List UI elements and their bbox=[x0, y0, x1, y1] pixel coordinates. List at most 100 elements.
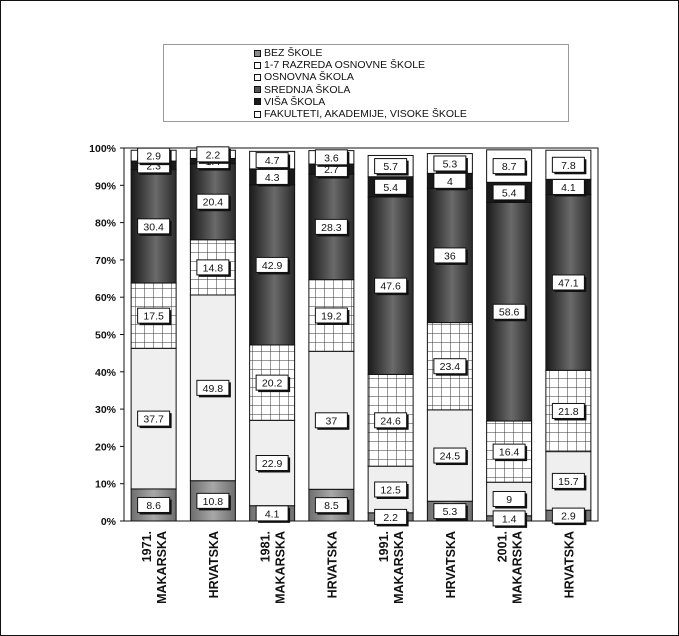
data-label: 24.5 bbox=[440, 451, 461, 463]
data-label: 19.2 bbox=[321, 310, 342, 322]
data-label: 28.3 bbox=[321, 222, 342, 234]
data-label-box bbox=[314, 307, 348, 324]
y-tick-label: 80% bbox=[95, 218, 117, 230]
data-label-box bbox=[374, 508, 408, 525]
legend-item: BEZ ŠKOLE bbox=[254, 47, 568, 59]
data-label-box bbox=[137, 147, 171, 164]
data-label: 22.9 bbox=[262, 458, 283, 470]
data-label-box bbox=[374, 481, 408, 498]
legend-swatch bbox=[254, 98, 261, 106]
data-label-box bbox=[551, 274, 585, 291]
data-label-box bbox=[551, 472, 585, 489]
data-label-box bbox=[196, 146, 230, 163]
y-tick-label: 60% bbox=[95, 292, 117, 304]
data-label-box bbox=[137, 218, 171, 235]
data-label: 8.7 bbox=[502, 161, 517, 173]
legend-item: VIŠA ŠKOLA bbox=[254, 96, 568, 108]
data-label-box bbox=[314, 497, 348, 514]
legend-label: BEZ ŠKOLE bbox=[264, 47, 323, 60]
data-label: 36 bbox=[444, 250, 456, 262]
data-label: 5.4 bbox=[502, 187, 517, 199]
y-tick-label: 90% bbox=[95, 180, 117, 192]
data-label-box bbox=[137, 307, 171, 324]
chart-legend: BEZ ŠKOLE 1-7 RAZREDA OSNOVNE ŠKOLE OSNOVN… bbox=[163, 44, 569, 122]
data-label-box bbox=[196, 259, 230, 276]
data-label: 4.7 bbox=[265, 155, 280, 167]
data-label-box bbox=[137, 410, 171, 427]
legend-item: 1-7 RAZREDA OSNOVNE ŠKOLE bbox=[254, 59, 568, 71]
legend-swatch bbox=[254, 49, 261, 57]
data-label-box bbox=[314, 218, 348, 235]
data-label-box bbox=[433, 172, 467, 189]
data-label-box bbox=[255, 374, 289, 391]
data-label: 2.2 bbox=[206, 149, 221, 161]
legend-label: FAKULTETI, AKADEMIJE, VISOKE ŠKOLE bbox=[264, 108, 467, 121]
legend-swatch bbox=[254, 73, 261, 81]
data-label: 3.6 bbox=[324, 152, 339, 164]
data-label-box bbox=[374, 412, 408, 429]
legend-item: OSNOVNA ŠKOLA bbox=[254, 71, 568, 83]
data-label: 9 bbox=[506, 494, 512, 506]
category-label: MAKARSKA bbox=[392, 531, 406, 604]
data-label-box bbox=[551, 402, 585, 419]
data-label: 2.9 bbox=[146, 151, 161, 163]
y-tick-label: 50% bbox=[95, 330, 117, 342]
data-label-box bbox=[196, 379, 230, 396]
data-label: 30.4 bbox=[143, 221, 164, 233]
legend-label: VIŠA ŠKOLA bbox=[264, 95, 326, 108]
category-label: 1991. bbox=[377, 531, 391, 562]
data-label: 37.7 bbox=[143, 414, 164, 426]
category-label: HRVATSKA bbox=[325, 531, 339, 598]
category-label: HRVATSKA bbox=[562, 531, 576, 598]
data-label: 16.4 bbox=[499, 447, 520, 459]
y-tick-label: 70% bbox=[95, 255, 117, 267]
data-label-box bbox=[374, 277, 408, 294]
data-label: 37 bbox=[326, 415, 338, 427]
data-label-box bbox=[551, 156, 585, 173]
data-label: 12.5 bbox=[380, 484, 401, 496]
data-label: 5.3 bbox=[443, 158, 458, 170]
data-label: 42.9 bbox=[262, 260, 283, 272]
data-label: 2.7 bbox=[324, 164, 339, 176]
legend-label: OSNOVNA ŠKOLA bbox=[264, 71, 354, 84]
category-label: HRVATSKA bbox=[444, 531, 458, 598]
data-label: 5.4 bbox=[383, 182, 398, 194]
data-label-box bbox=[137, 496, 171, 513]
y-tick-label: 100% bbox=[89, 143, 117, 155]
legend-swatch bbox=[254, 110, 261, 118]
data-label: 8.5 bbox=[324, 500, 339, 512]
data-label: 47.1 bbox=[558, 277, 579, 289]
category-label: MAKARSKA bbox=[274, 531, 288, 604]
category-label: 1971. bbox=[140, 531, 154, 562]
data-label: 17.5 bbox=[143, 311, 164, 323]
legend-item: SREDNJA ŠKOLA bbox=[254, 84, 568, 96]
data-label: 24.6 bbox=[380, 415, 401, 427]
legend-label: 1-7 RAZREDA OSNOVNE ŠKOLE bbox=[264, 59, 426, 72]
legend-swatch bbox=[254, 61, 261, 69]
data-label: 4 bbox=[447, 176, 453, 188]
category-label: 2001. bbox=[496, 531, 510, 562]
data-label-box bbox=[433, 247, 467, 264]
data-label: 2.9 bbox=[561, 511, 576, 523]
data-label-box bbox=[314, 412, 348, 429]
legend-label: SREDNJA ŠKOLA bbox=[264, 83, 351, 96]
data-label: 20.4 bbox=[203, 197, 224, 209]
data-label: 7.8 bbox=[561, 160, 576, 172]
y-tick-label: 30% bbox=[95, 404, 117, 416]
data-label-box bbox=[374, 158, 408, 175]
data-label-box bbox=[196, 492, 230, 509]
data-label-box bbox=[255, 152, 289, 169]
data-label-box bbox=[551, 178, 585, 195]
category-label: MAKARSKA bbox=[155, 531, 169, 604]
data-label-box bbox=[551, 507, 585, 524]
data-label-box bbox=[492, 490, 526, 507]
data-label: 20.2 bbox=[262, 378, 283, 390]
data-label-box bbox=[255, 454, 289, 471]
data-label-box bbox=[374, 178, 408, 195]
category-label: MAKARSKA bbox=[511, 531, 525, 604]
category-label: 1981. bbox=[259, 531, 273, 562]
data-label-box bbox=[492, 443, 526, 460]
legend-item: FAKULTETI, AKADEMIJE, VISOKE ŠKOLE bbox=[254, 108, 568, 120]
data-label-box bbox=[492, 158, 526, 175]
